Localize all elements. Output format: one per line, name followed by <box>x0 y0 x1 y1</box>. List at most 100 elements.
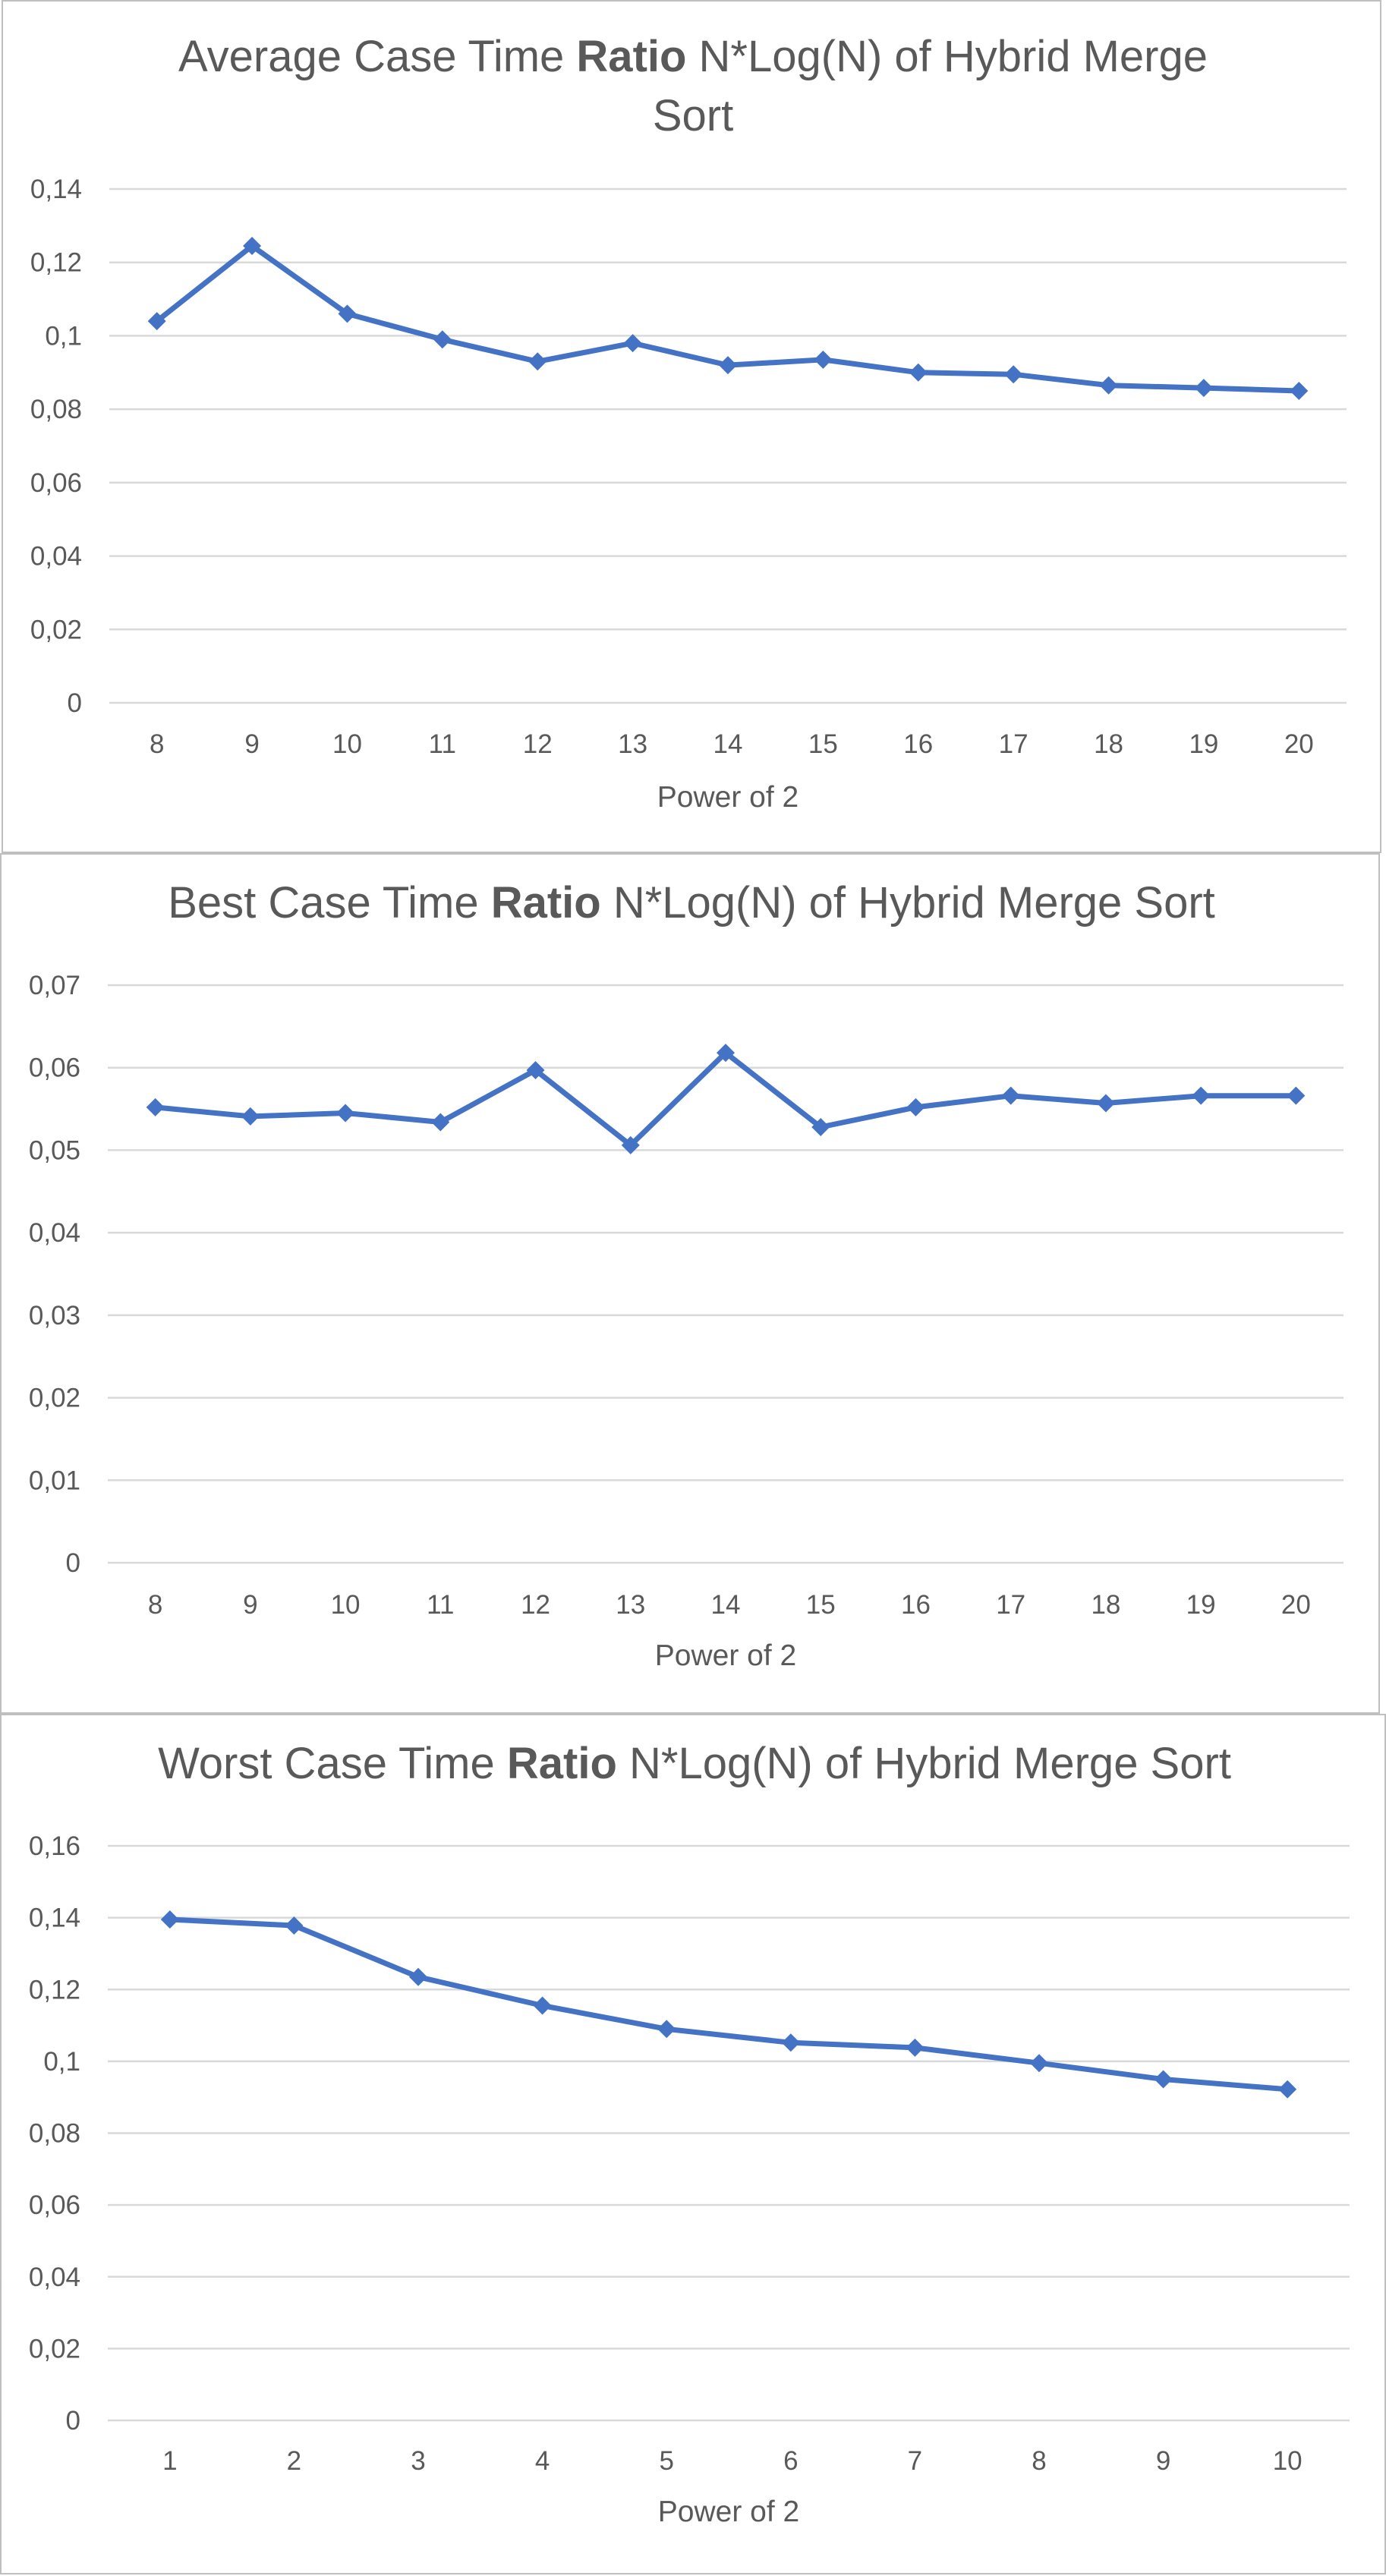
chart-title-line2: Sort <box>653 91 733 140</box>
data-point-marker <box>1290 381 1309 400</box>
x-tick-label: 5 <box>659 2446 673 2476</box>
data-point-marker <box>241 1107 260 1126</box>
data-point-marker <box>657 2020 676 2039</box>
y-tick-label: 0,14 <box>29 1904 80 1933</box>
x-axis-title: Power of 2 <box>658 2496 799 2528</box>
data-point-marker <box>621 1135 640 1154</box>
data-point-marker <box>285 1916 304 1935</box>
x-tick-label: 10 <box>332 729 362 759</box>
x-tick-label: 9 <box>244 729 259 759</box>
data-point-marker <box>243 236 262 255</box>
x-tick-label: 10 <box>1273 2446 1303 2476</box>
y-tick-label: 0,06 <box>30 468 82 498</box>
y-tick-label: 0,04 <box>29 2263 80 2292</box>
x-tick-label: 10 <box>331 1590 361 1620</box>
y-tick-label: 0,16 <box>29 1831 80 1861</box>
y-tick-label: 0,04 <box>30 542 82 572</box>
x-tick-label: 13 <box>618 729 647 759</box>
x-tick-label: 19 <box>1186 1590 1216 1620</box>
y-tick-label: 0,02 <box>30 615 82 644</box>
series-line <box>167 1916 1290 2093</box>
y-tick-label: 0,1 <box>45 321 82 351</box>
data-point-marker <box>781 2033 800 2052</box>
x-tick-label: 18 <box>1094 729 1123 759</box>
x-tick-label: 2 <box>287 2446 301 2476</box>
x-tick-label: 20 <box>1284 729 1314 759</box>
x-tick-label: 13 <box>616 1590 645 1620</box>
data-point-marker <box>1287 1086 1306 1105</box>
y-tick-label: 0,01 <box>29 1466 80 1495</box>
data-point-marker <box>533 1996 552 2015</box>
y-tick-label: 0,02 <box>29 1384 80 1413</box>
data-point-marker <box>528 352 547 371</box>
chart-title-part: N*Log(N) of Hybrid Merge <box>686 32 1208 81</box>
x-tick-label: 19 <box>1189 729 1218 759</box>
x-tick-label: 9 <box>243 1590 257 1620</box>
chart-title-part: Ratio <box>507 1739 617 1788</box>
x-tick-label: 11 <box>427 1590 454 1620</box>
chart-title: Best Case Time Ratio N*Log(N) of Hybrid … <box>168 878 1215 927</box>
data-point-marker <box>1001 1086 1020 1105</box>
x-tick-label: 16 <box>903 729 933 759</box>
y-tick-label: 0,14 <box>30 175 82 204</box>
x-tick-label: 16 <box>901 1590 931 1620</box>
data-point-marker <box>719 356 737 375</box>
chart-panel-worst-case: Worst Case Time Ratio N*Log(N) of Hybrid… <box>0 1714 1386 2574</box>
x-tick-label: 12 <box>523 729 553 759</box>
chart-title: Worst Case Time Ratio N*Log(N) of Hybrid… <box>158 1739 1231 1788</box>
data-point-marker <box>409 1967 427 1986</box>
x-tick-label: 18 <box>1091 1590 1120 1620</box>
data-point-marker <box>160 1910 179 1929</box>
x-axis-title: Power of 2 <box>655 1639 796 1672</box>
x-tick-label: 15 <box>808 729 838 759</box>
x-tick-label: 8 <box>150 729 164 759</box>
chart-panel-best-case: Best Case Time Ratio N*Log(N) of Hybrid … <box>0 853 1380 1714</box>
x-tick-label: 8 <box>148 1590 162 1620</box>
x-tick-label: 8 <box>1032 2446 1046 2476</box>
chart-svg: Best Case Time Ratio N*Log(N) of Hybrid … <box>29 878 1343 1672</box>
x-tick-label: 12 <box>521 1590 550 1620</box>
x-tick-label: 6 <box>783 2446 798 2476</box>
y-tick-label: 0 <box>68 688 82 718</box>
chart-title-part: Ratio <box>576 32 686 81</box>
data-point-marker <box>1154 2070 1173 2089</box>
data-point-marker <box>1099 376 1118 395</box>
chart-title-part: Worst Case Time <box>158 1739 507 1788</box>
y-tick-label: 0,06 <box>29 2190 80 2220</box>
x-tick-label: 20 <box>1281 1590 1311 1620</box>
data-point-marker <box>147 312 166 331</box>
data-point-marker <box>717 1044 735 1063</box>
chart-title-part: Best Case Time <box>168 878 490 927</box>
y-tick-label: 0,04 <box>29 1218 80 1248</box>
chart-title-part: N*Log(N) of Hybrid Merge Sort <box>617 1739 1231 1788</box>
data-point-marker <box>1278 2080 1297 2099</box>
data-point-marker <box>909 363 928 382</box>
data-point-marker <box>338 304 357 323</box>
chart-svg: Worst Case Time Ratio N*Log(N) of Hybrid… <box>29 1739 1350 2528</box>
chart-title-part: N*Log(N) of Hybrid Merge Sort <box>601 878 1215 927</box>
y-tick-label: 0 <box>66 1548 80 1578</box>
x-tick-label: 9 <box>1156 2446 1170 2476</box>
y-tick-label: 0,06 <box>29 1053 80 1083</box>
data-point-marker <box>623 334 642 353</box>
data-point-marker <box>906 1097 925 1116</box>
y-tick-label: 0,12 <box>29 1975 80 2004</box>
x-tick-label: 11 <box>429 729 456 759</box>
data-point-marker <box>146 1097 165 1116</box>
chart-title: Average Case Time Ratio N*Log(N) of Hybr… <box>178 32 1208 81</box>
x-tick-label: 4 <box>535 2446 550 2476</box>
chart-title-part: Average Case Time <box>178 32 576 81</box>
data-point-marker <box>1192 1086 1211 1105</box>
chart-panel-average-case: Average Case Time Ratio N*Log(N) of Hybr… <box>2 0 1381 853</box>
data-point-marker <box>811 1117 830 1136</box>
y-tick-label: 0,1 <box>43 2047 80 2077</box>
x-tick-label: 15 <box>806 1590 836 1620</box>
data-point-marker <box>526 1060 545 1079</box>
data-point-marker <box>814 350 833 369</box>
y-tick-label: 0 <box>66 2406 80 2436</box>
x-tick-label: 3 <box>411 2446 425 2476</box>
series-line <box>153 1050 1299 1148</box>
data-point-marker <box>1096 1094 1115 1113</box>
x-tick-label: 7 <box>908 2446 922 2476</box>
x-tick-label: 17 <box>999 729 1028 759</box>
